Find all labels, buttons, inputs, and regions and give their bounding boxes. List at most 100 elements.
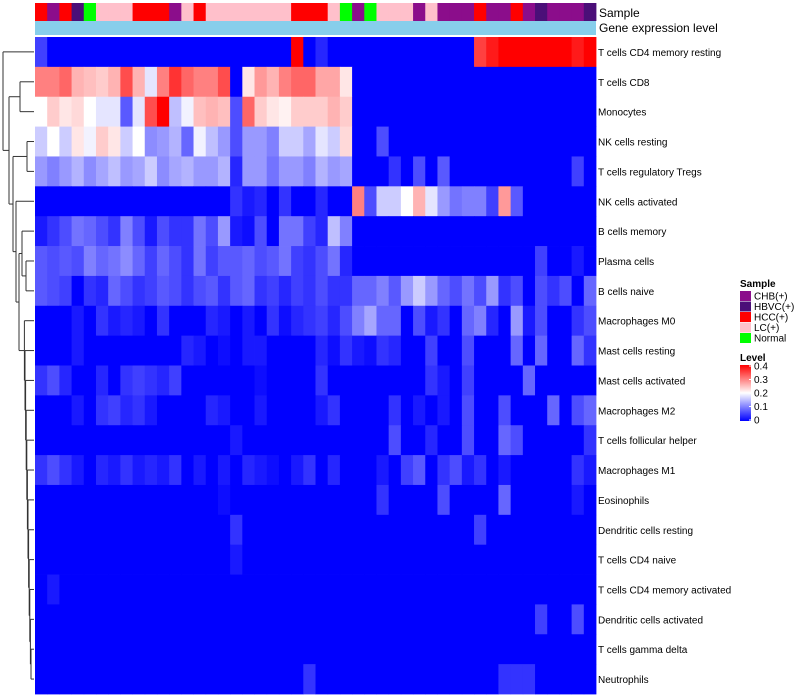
heatmap-cell [217,484,231,516]
sample-annotation-cell [486,3,499,21]
heatmap-cell [132,156,146,187]
heatmap-cell [156,96,170,127]
heatmap-cell [437,544,451,575]
heatmap-cell [327,514,341,546]
heatmap-cell [303,425,316,456]
heatmap-cell [437,275,451,307]
heatmap-cell [35,514,48,546]
heatmap-cell [535,514,548,546]
heatmap-cell [547,425,560,456]
heatmap-cell [486,425,499,456]
heatmap-cell [547,216,560,247]
heatmap-cell [230,186,243,217]
heatmap-cell [498,96,512,127]
heatmap-cell [535,664,548,695]
heatmap-cell [83,335,97,366]
heatmap-cell [59,305,72,337]
heatmap-cell [132,246,146,277]
heatmap-cell [425,634,438,665]
heatmap-cell [315,246,329,277]
heatmap-cell [47,246,60,277]
heatmap-cell [522,66,536,98]
heatmap-cell [291,37,304,68]
heatmap-cell [181,544,194,575]
heatmap-cell [108,574,121,605]
heatmap-cell [205,335,219,366]
heatmap-cell [535,37,548,68]
heatmap-cell [583,37,597,68]
heatmap-cell [474,186,487,217]
heatmap-cell [315,574,329,605]
heatmap-cell [254,664,268,695]
heatmap-cell [327,335,341,366]
heatmap-cell [352,634,365,665]
heatmap-cell [169,66,182,98]
sample-legend-swatch [740,333,751,343]
heatmap-cell [144,216,158,247]
heatmap-cell [156,156,170,187]
heatmap-cell [413,216,426,247]
heatmap-cell [425,574,438,605]
heatmap-cell [559,246,573,277]
heatmap-cell [217,544,231,575]
heatmap-cell [327,425,341,456]
heatmap-cell [95,246,109,277]
heatmap-cell [474,66,487,98]
heatmap-cell [132,634,146,665]
heatmap-cell [583,126,597,157]
heatmap-cell [449,664,463,695]
heatmap-cell [205,425,219,456]
heatmap-cell [400,514,414,546]
heatmap-cell [400,634,414,665]
heatmap-cell [59,275,72,307]
heatmap-cell [327,66,341,98]
heatmap-cell [400,484,414,516]
heatmap-cell [47,455,60,486]
heatmap-cell [193,574,207,605]
heatmap-cell [71,365,85,396]
heatmap-cell [388,514,402,546]
heatmap-cell [352,574,365,605]
heatmap-cell [352,305,365,337]
heatmap-cell [205,544,219,575]
heatmap-cell [242,634,255,665]
heatmap-cell [278,365,292,396]
heatmap-cell [230,66,243,98]
heatmap-cell [181,425,194,456]
heatmap-cell [437,216,451,247]
heatmap-cell [169,395,182,426]
heatmap-cell [498,604,512,635]
heatmap-cell [510,66,524,98]
heatmap-cell [108,634,121,665]
heatmap-cell [547,126,560,157]
heatmap-cell [535,96,548,127]
heatmap-cell [156,455,170,486]
heatmap-cell [156,275,170,307]
heatmap-cell [230,395,243,426]
heatmap-cell [303,305,316,337]
heatmap-cell [266,514,280,546]
heatmap-cell [303,574,316,605]
heatmap-cell [217,634,231,665]
heatmap-cell [95,544,109,575]
sample-legend-label: HCC(+) [754,313,788,324]
sample-annotation-cell [437,3,451,21]
heatmap-cell [388,455,402,486]
heatmap-cell [230,664,243,695]
heatmap-cell [339,275,353,307]
heatmap-cell [388,126,402,157]
heatmap-cell [47,664,60,695]
heatmap-cell [193,216,207,247]
heatmap-cell [291,156,304,187]
heatmap-cell [583,395,597,426]
heatmap-cell [156,395,170,426]
heatmap-cell [510,156,524,187]
heatmap-cell [242,96,255,127]
heatmap-cell [120,455,133,486]
heatmap-cell [254,305,268,337]
heatmap-cell [413,664,426,695]
heatmap-cell [291,275,304,307]
sample-annotation-cell [205,3,219,21]
heatmap-cell [474,365,487,396]
heatmap-cell [474,246,487,277]
